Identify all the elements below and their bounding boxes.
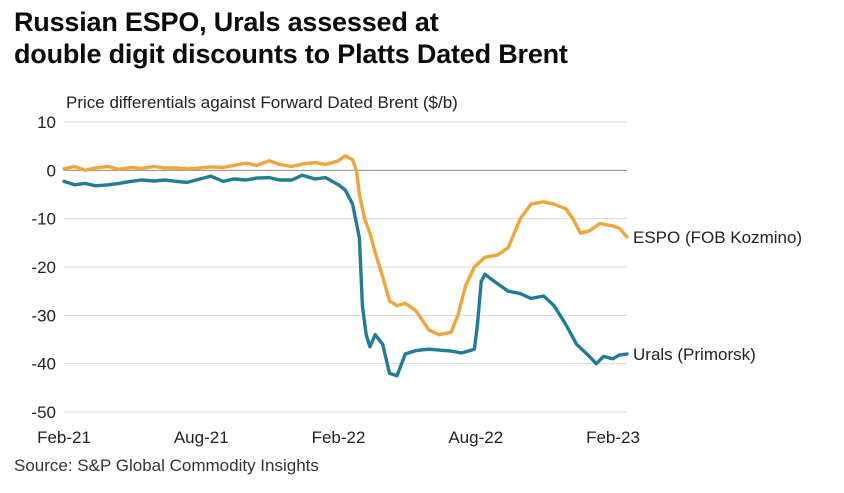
source-note: Source: S&P Global Commodity Insights: [14, 456, 319, 475]
series-line-0: [62, 154, 629, 337]
x-tick-label: Aug-22: [448, 428, 503, 447]
y-tick-label: 0: [47, 161, 56, 180]
grid: [64, 121, 627, 413]
y-tick-label: -50: [31, 403, 56, 422]
x-tick-label: Aug-21: [174, 428, 229, 447]
y-tick-label: 10: [37, 113, 56, 132]
y-tick-label: -30: [31, 306, 56, 325]
y-tick-label: -20: [31, 258, 56, 277]
chart-title-line-1: Russian ESPO, Urals assessed at: [14, 7, 439, 37]
series-lines: [62, 154, 629, 378]
x-tick-label: Feb-23: [586, 428, 640, 447]
series-label-0: ESPO (FOB Kozmino): [633, 228, 802, 247]
y-axis-label: Price differentials against Forward Date…: [66, 93, 458, 112]
series-line-1: [62, 173, 629, 378]
axes: 10 0 -10 -20 -30 -40 -50 Feb-21 Aug-21 Feb-22 Aug-…: [31, 113, 640, 447]
y-tick-label: -40: [31, 355, 56, 374]
series-label-1: Urals (Primorsk): [633, 345, 756, 364]
chart-title-line-2: double digit discounts to Platts Dated B…: [14, 39, 568, 69]
x-tick-label: Feb-21: [37, 428, 91, 447]
y-tick-label: -10: [31, 210, 56, 229]
chart-title: Russian ESPO, Urals assessed at double d…: [14, 6, 814, 70]
series-labels: ESPO (FOB Kozmino) Urals (Primorsk): [633, 228, 802, 364]
x-tick-label: Feb-22: [312, 428, 366, 447]
